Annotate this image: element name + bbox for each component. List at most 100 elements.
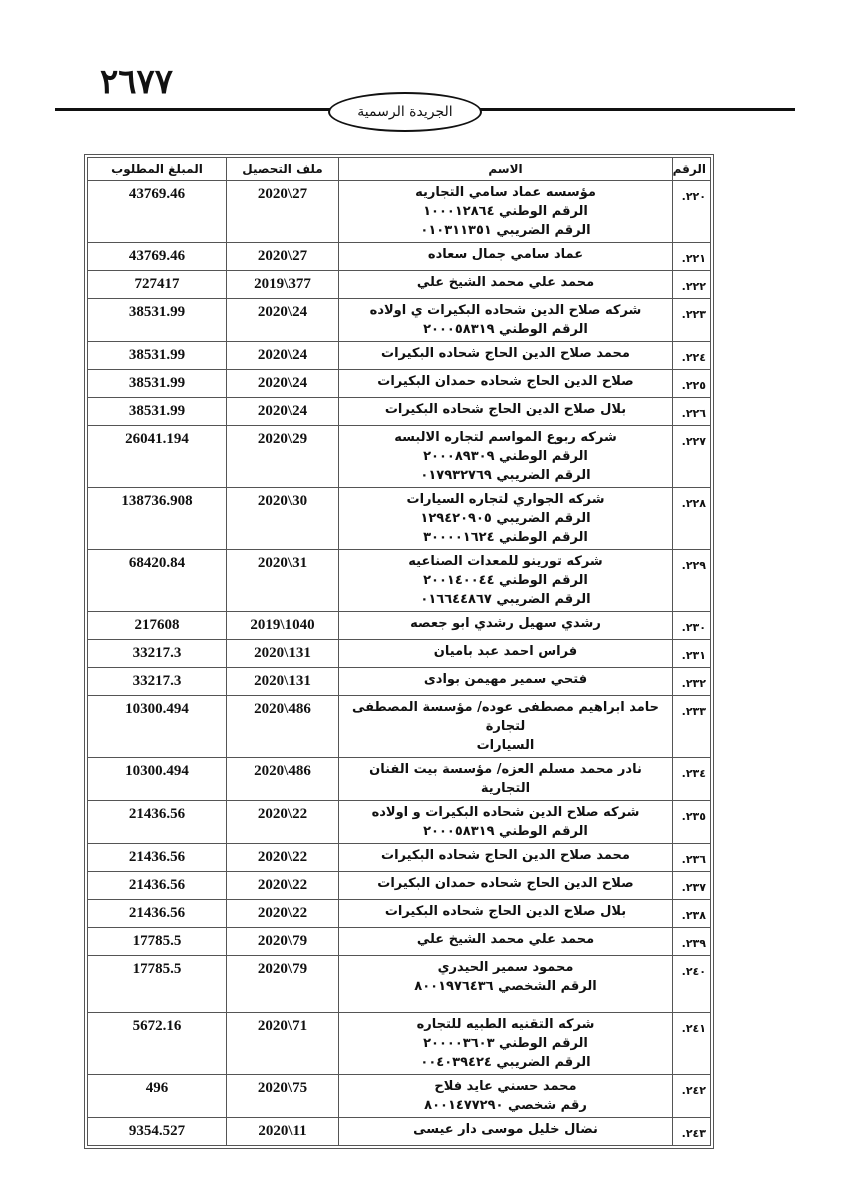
name-line: شركه تورينو للمعدات الصناعيه <box>408 554 603 569</box>
row-name: بلال صلاح الدين الحاج شحاده البكيرات <box>338 899 673 928</box>
row-number: ٢٣٨. <box>672 899 711 928</box>
amount-due: 33217.3 <box>87 639 227 668</box>
collection-file: 27\2020 <box>226 180 339 243</box>
collection-file: 24\2020 <box>226 397 339 426</box>
row-name: محمود سمير الحيدري الرقم الشخصي ٨٠٠١٩٧٦٤٣… <box>338 955 673 1013</box>
amount-due: 5672.16 <box>87 1012 227 1075</box>
table-row: ٢٣٥. شركه صلاح الدين شحاده البكيرات و اول… <box>87 800 711 844</box>
row-number: ٢٣٩. <box>672 927 711 956</box>
collection-file: 22\2020 <box>226 843 339 872</box>
row-name: شركه صلاح الدين شحاده البكيرات و اولاده ا… <box>338 800 673 844</box>
table-row: ٢٤٢. محمد حسني عايد فلاح رقم شخصي ٨٠٠١٤٧٧٢… <box>87 1074 711 1118</box>
row-number: ٢٣٧. <box>672 871 711 900</box>
amount-due: 26041.194 <box>87 425 227 488</box>
name-line: محمد صلاح الدين الحاج شحاده البكيرات <box>381 346 630 361</box>
id-line: رقم شخصي ٨٠٠١٤٧٧٢٩٠ <box>424 1098 587 1113</box>
table-row: ٢٣٧. صلاح الدين الحاج شحاده حمدان البكيرا… <box>87 871 711 900</box>
amount-due: 17785.5 <box>87 927 227 956</box>
collection-file: 377\2019 <box>226 270 339 299</box>
amount-due: 43769.46 <box>87 242 227 271</box>
table-row: ٢٣١. فراس احمد عبد باميان 131\2020 33217.3 <box>87 639 711 668</box>
row-number: ٢٤٠. <box>672 955 711 1013</box>
amount-due: 9354.527 <box>87 1117 227 1146</box>
collection-file: 24\2020 <box>226 298 339 342</box>
table-row: ٢٣٠. رشدي سهيل رشدي ابو جعصه 1040\2019 2176… <box>87 611 711 640</box>
id-line: السيارات <box>476 738 535 753</box>
name-line: حامد ابراهيم مصطفى عوده/ مؤسسة المصطفى ل… <box>351 700 660 734</box>
row-number: ٢٤٣. <box>672 1117 711 1146</box>
table-row: ٢٢٩. شركه تورينو للمعدات الصناعيه الرقم ال… <box>87 549 711 612</box>
row-name: محمد علي محمد الشيخ علي <box>338 270 673 299</box>
row-name: حامد ابراهيم مصطفى عوده/ مؤسسة المصطفى ل… <box>338 695 673 758</box>
id-line: الرقم الوطني ٢٠٠٠٥٨٣١٩ <box>423 322 588 337</box>
table-row: ٢٤٣. نضال خليل موسى دار عيسى 11\2020 9354.5… <box>87 1117 711 1146</box>
row-name: شركه الجواري لتجاره السيارات الرقم الضريب… <box>338 487 673 550</box>
row-name: بلال صلاح الدين الحاج شحاده البكيرات <box>338 397 673 426</box>
table-row: ٢٢١. عماد سامي جمال سعاده 27\2020 43769.46 <box>87 242 711 271</box>
id-line: الرقم الضريبي ٠١٧٩٣٢٧٦٩ <box>420 468 591 483</box>
id-line: الرقم الوطني ٢٠٠٠٠٣٦٠٣ <box>423 1036 588 1051</box>
id-line: الرقم الوطني ١٠٠٠١٢٨٦٤ <box>423 204 588 219</box>
amount-due: 217608 <box>87 611 227 640</box>
table-row: ٢٢٢. محمد علي محمد الشيخ علي 377\2019 72741… <box>87 270 711 299</box>
collection-file: 1040\2019 <box>226 611 339 640</box>
amount-due: 10300.494 <box>87 695 227 758</box>
name-line: شركه التقنيه الطبيه للتجاره <box>416 1017 595 1032</box>
publication-title: الجريدة الرسمية <box>328 92 482 132</box>
row-number: ٢٢٦. <box>672 397 711 426</box>
collection-file: 131\2020 <box>226 639 339 668</box>
row-number: ٢٢٢. <box>672 270 711 299</box>
table-row: ٢٣٨. بلال صلاح الدين الحاج شحاده البكيرات… <box>87 899 711 928</box>
collection-file: 22\2020 <box>226 871 339 900</box>
table-row: ٢٢٠. مؤسسه عماد سامي التجاريه الرقم الوطني… <box>87 180 711 243</box>
row-number: ٢٢٤. <box>672 341 711 370</box>
name-line: رشدي سهيل رشدي ابو جعصه <box>410 616 601 631</box>
row-number: ٢٢٣. <box>672 298 711 342</box>
name-line: فتحي سمير مهيمن بوادى <box>423 672 588 687</box>
row-number: ٢٤٢. <box>672 1074 711 1118</box>
row-number: ٢٣٠. <box>672 611 711 640</box>
name-line: شركه صلاح الدين شحاده البكيرات ي اولاده <box>369 303 642 318</box>
row-number: ٢٣٦. <box>672 843 711 872</box>
table-header: الرقم الاسم ملف التحصيل المبلغ المطلوب <box>87 157 711 181</box>
collection-file: 22\2020 <box>226 899 339 928</box>
name-line: بلال صلاح الدين الحاج شحاده البكيرات <box>384 904 627 919</box>
table-row: ٢٤٠. محمود سمير الحيدري الرقم الشخصي ٨٠٠١٩… <box>87 955 711 1013</box>
amount-due: 38531.99 <box>87 369 227 398</box>
id-line: الرقم الوطني ٢٠٠٠٥٨٣١٩ <box>423 824 588 839</box>
column-header-name: الاسم <box>338 157 673 181</box>
row-name: محمد علي محمد الشيخ علي <box>338 927 673 956</box>
collection-file: 11\2020 <box>226 1117 339 1146</box>
column-header-file: ملف التحصيل <box>226 157 339 181</box>
amount-due: 33217.3 <box>87 667 227 696</box>
row-name: نضال خليل موسى دار عيسى <box>338 1117 673 1146</box>
table-row: ٢٤١. شركه التقنيه الطبيه للتجاره الرقم الو… <box>87 1012 711 1075</box>
name-line: فراس احمد عبد باميان <box>433 644 578 659</box>
name-line: نادر محمد مسلم العزه/ مؤسسة بيت الفنان ا… <box>369 762 642 796</box>
name-line: محمد علي محمد الشيخ علي <box>416 275 595 290</box>
table-row: ٢٣٩. محمد علي محمد الشيخ علي 79\2020 17785.… <box>87 927 711 956</box>
row-name: رشدي سهيل رشدي ابو جعصه <box>338 611 673 640</box>
collection-file: 79\2020 <box>226 955 339 1013</box>
table-row: ٢٢٤. محمد صلاح الدين الحاج شحاده البكيرات… <box>87 341 711 370</box>
id-line: الرقم الضريبي ٠١٠٣١١٣٥١ <box>420 223 591 238</box>
collection-file: 31\2020 <box>226 549 339 612</box>
row-number: ٢٣٤. <box>672 757 711 801</box>
row-number: ٢٢١. <box>672 242 711 271</box>
id-line: الرقم الوطني ٢٠٠٠٨٩٣٠٩ <box>423 449 588 464</box>
amount-due: 138736.908 <box>87 487 227 550</box>
name-line: صلاح الدين الحاج شحاده حمدان البكيرات <box>377 876 634 891</box>
amount-due: 68420.84 <box>87 549 227 612</box>
column-header-number: الرقم <box>672 157 711 181</box>
collection-file: 22\2020 <box>226 800 339 844</box>
name-line: شركه الجواري لتجاره السيارات <box>406 492 605 507</box>
id-line: الرقم الوطني ٣٠٠٠٠١٦٢٤ <box>423 530 588 545</box>
amount-due: 17785.5 <box>87 955 227 1013</box>
amount-due: 21436.56 <box>87 899 227 928</box>
collection-file: 30\2020 <box>226 487 339 550</box>
id-line: الرقم الشخصي ٨٠٠١٩٧٦٤٣٦ <box>414 979 597 994</box>
page-number: ٢٦٧٧ <box>100 62 174 102</box>
row-name: مؤسسه عماد سامي التجاريه الرقم الوطني ١٠٠… <box>338 180 673 243</box>
amount-due: 21436.56 <box>87 843 227 872</box>
name-line: محمود سمير الحيدري <box>437 960 574 975</box>
